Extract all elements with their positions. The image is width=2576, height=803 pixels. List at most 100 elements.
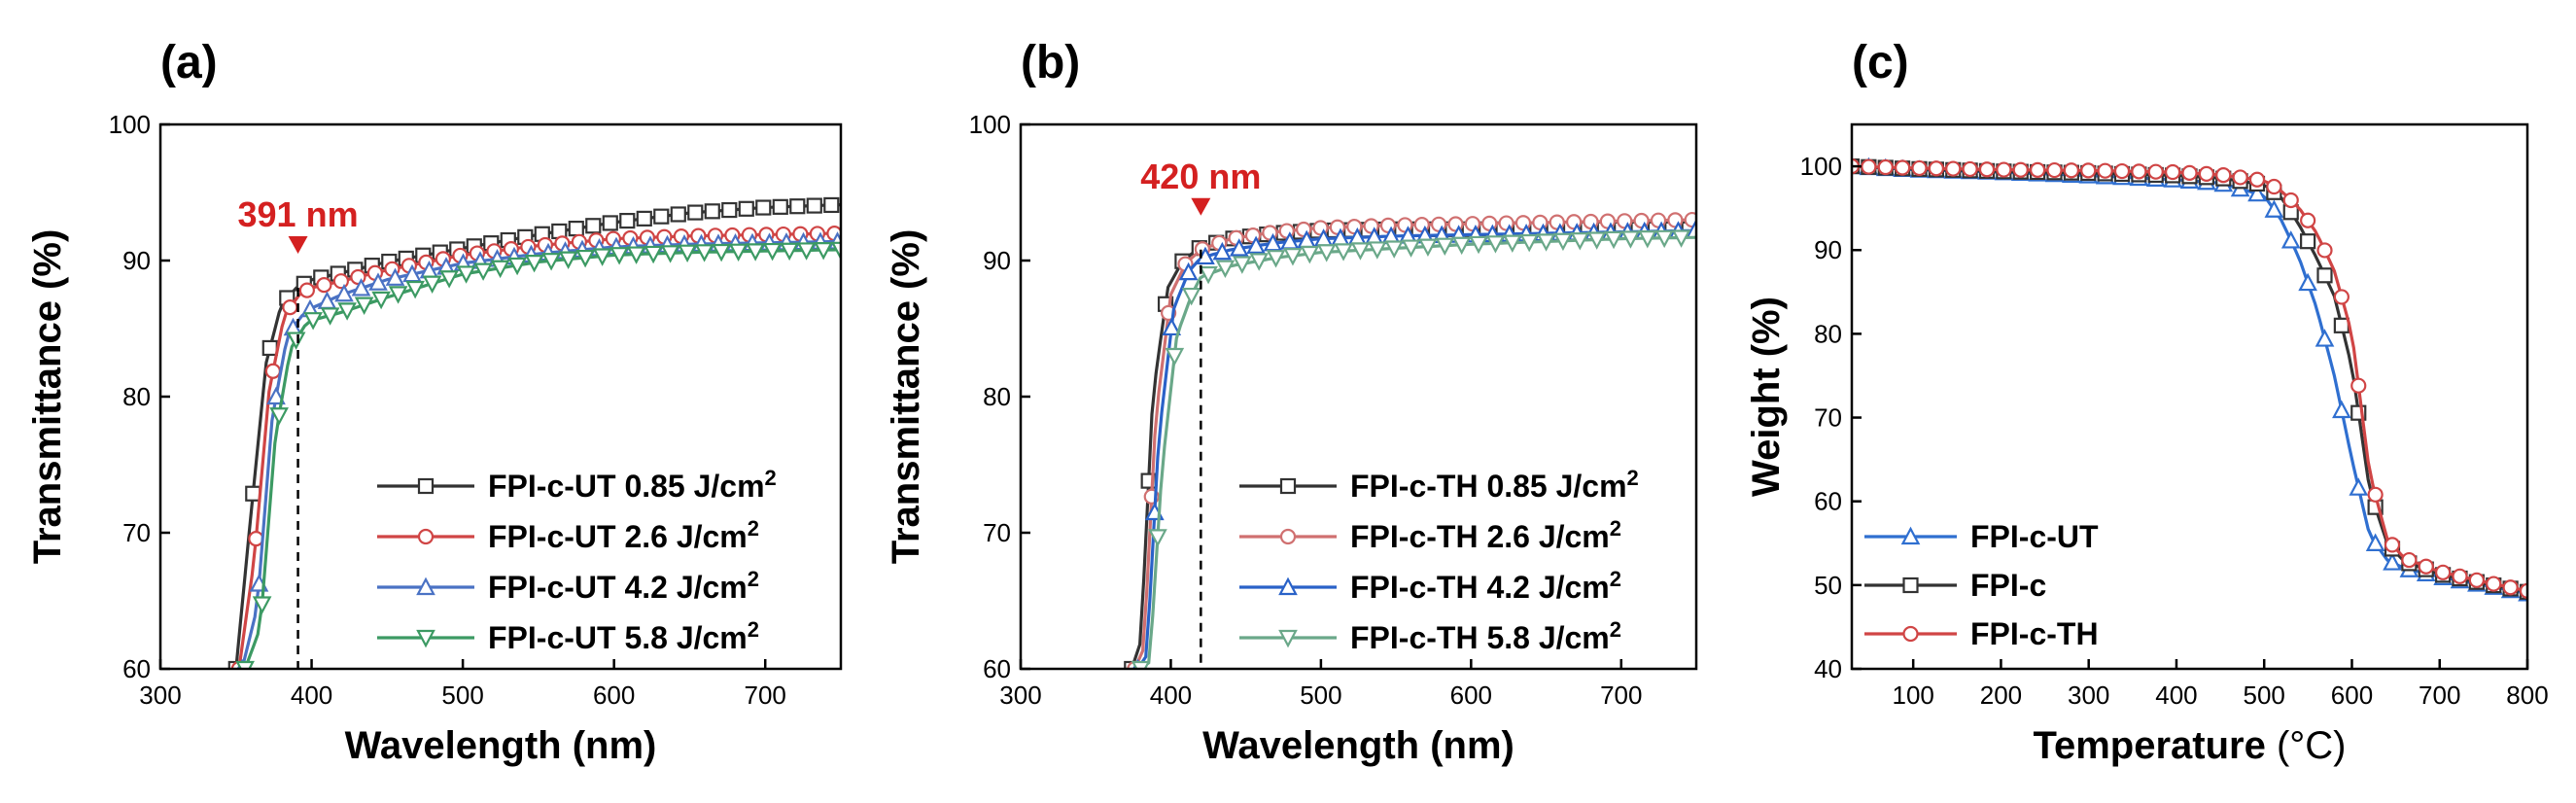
x-tick-label: 200 xyxy=(1980,681,2022,710)
data-point xyxy=(1996,161,2012,178)
data-point xyxy=(2383,552,2402,571)
y-tick-label: 80 xyxy=(983,382,1011,411)
y-tick-label: 100 xyxy=(1800,152,1842,181)
cutoff-arrow xyxy=(1191,197,1211,216)
x-axis-label: Temperature (°C) xyxy=(2034,724,2347,767)
data-point xyxy=(772,198,788,215)
data-point xyxy=(2080,162,2097,179)
data-point xyxy=(2316,267,2333,284)
data-point xyxy=(1178,262,1199,281)
data-point xyxy=(1181,287,1201,306)
data-point xyxy=(2333,317,2350,333)
legend: FPI-c-UT 0.85 J/cm2 FPI-c-UT 2.6 J/cm2 FPI… xyxy=(377,466,777,655)
data-point xyxy=(473,262,493,281)
data-point xyxy=(780,242,799,262)
data-point xyxy=(2247,183,2267,202)
x-tick-label: 500 xyxy=(2244,681,2285,710)
data-point xyxy=(1162,317,1182,336)
series-3 xyxy=(236,231,841,669)
data-point xyxy=(245,485,261,502)
chart-panel-1: (a) 391 nm 300 400 500 600 700 60 70 80 90 100 Wavel… xyxy=(26,37,843,767)
legend-label: FPI-c-UT 5.8 J/cm2 xyxy=(488,617,759,655)
data-point xyxy=(1861,158,1877,175)
x-tick-label: 700 xyxy=(1600,681,1642,710)
data-point xyxy=(1131,660,1151,669)
data-point xyxy=(694,244,714,262)
data-point xyxy=(320,307,340,326)
data-point xyxy=(2266,178,2282,195)
data-point xyxy=(678,244,697,263)
data-point xyxy=(2300,212,2316,228)
data-point xyxy=(1401,239,1421,258)
data-point xyxy=(1620,230,1641,249)
chart-panel-3: (c) 100 200 300 400 500 600 700 800 40 50 60 70 80 90 1… xyxy=(1745,37,2549,767)
data-point xyxy=(2316,242,2333,259)
data-point xyxy=(1945,160,1962,177)
data-point xyxy=(1266,250,1286,268)
data-point xyxy=(1877,158,1894,176)
data-point xyxy=(2502,579,2519,596)
cutoff-label: 391 nm xyxy=(238,194,359,234)
data-point xyxy=(422,275,442,294)
y-tick-label: 60 xyxy=(983,654,1011,683)
series-2 xyxy=(1127,211,1696,669)
data-point xyxy=(332,273,349,290)
data-point xyxy=(2046,161,2063,179)
data-point xyxy=(2349,477,2369,496)
y-tick-label: 50 xyxy=(1814,571,1842,600)
data-point xyxy=(1199,265,1218,285)
series-2 xyxy=(230,226,841,669)
data-point xyxy=(2350,377,2367,394)
legend-label: FPI-c-TH 4.2 J/cm2 xyxy=(1350,567,1621,605)
data-point xyxy=(2012,161,2029,178)
data-point xyxy=(1212,241,1233,261)
x-tick-label: 300 xyxy=(999,681,1041,710)
x-tick-label: 800 xyxy=(2506,681,2548,710)
legend-marker xyxy=(1279,528,1297,545)
data-point xyxy=(1469,235,1488,255)
data-point xyxy=(636,210,652,227)
data-point xyxy=(388,286,408,304)
data-point xyxy=(269,407,289,426)
data-point xyxy=(575,249,595,268)
data-point xyxy=(298,282,315,298)
data-point xyxy=(334,283,354,302)
legend-marker xyxy=(1278,629,1298,648)
legend: FPI-c-UT FPI-c FPI-c-TH xyxy=(1864,519,2099,651)
y-tick-label: 100 xyxy=(969,110,1011,139)
data-point xyxy=(354,297,374,315)
y-tick-label: 100 xyxy=(109,110,151,139)
data-point xyxy=(738,200,754,217)
data-point xyxy=(653,208,670,225)
data-point xyxy=(368,272,388,291)
data-point xyxy=(1215,260,1236,279)
series-2 xyxy=(1852,157,2527,600)
legend-label: FPI-c-UT xyxy=(1970,519,2099,554)
data-point xyxy=(823,196,840,214)
y-tick-label: 80 xyxy=(122,382,151,411)
data-point xyxy=(316,277,332,294)
data-point xyxy=(2181,164,2198,181)
data-point xyxy=(507,257,527,276)
y-tick-label: 90 xyxy=(122,246,151,275)
data-point xyxy=(2282,192,2299,209)
legend-marker xyxy=(416,576,435,596)
data-point xyxy=(439,270,459,289)
legend-label: FPI-c-TH 2.6 J/cm2 xyxy=(1350,516,1621,554)
x-axis-label: Wavelength (nm) xyxy=(345,724,657,767)
data-point xyxy=(405,280,425,299)
legend-marker xyxy=(1279,477,1297,495)
x-tick-label: 100 xyxy=(1892,681,1933,710)
x-tick-label: 600 xyxy=(593,681,635,710)
legend-label: FPI-c-TH 0.85 J/cm2 xyxy=(1350,466,1639,504)
x-tick-label: 500 xyxy=(441,681,483,710)
data-point xyxy=(1519,233,1540,253)
data-point xyxy=(2198,165,2214,182)
x-tick-label: 400 xyxy=(291,681,332,710)
x-tick-label: 700 xyxy=(745,681,786,710)
panel-label: (a) xyxy=(160,37,218,88)
data-point xyxy=(1911,159,1928,177)
data-point xyxy=(1367,241,1387,260)
data-point xyxy=(266,386,286,405)
data-point xyxy=(1384,240,1405,259)
